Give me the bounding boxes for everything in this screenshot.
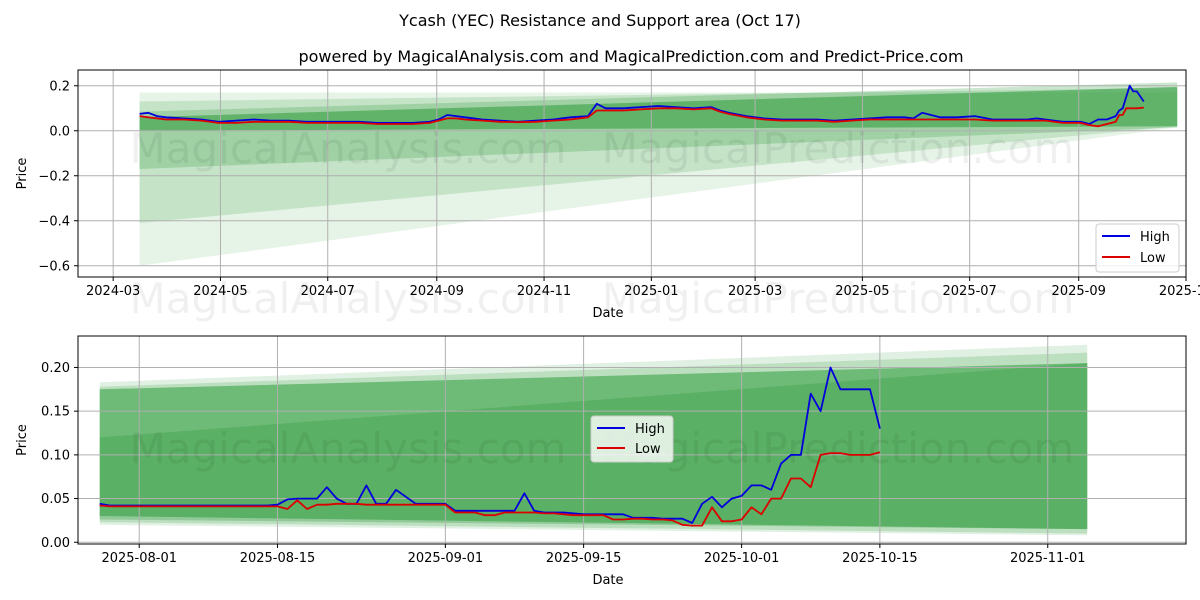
watermark-magicalanalysis-lower: MagicalAnalysis.com — [130, 274, 567, 323]
bottom-gridlines — [78, 336, 1186, 544]
watermark-magicalanalysis: MagicalAnalysis.com — [130, 124, 567, 173]
top-xtick-label-0: 2024-03 — [86, 284, 140, 299]
top-xtick-label-9: 2025-09 — [1052, 284, 1106, 299]
top-axes-frame — [77, 69, 1187, 278]
top-x-ticks: 2024-03 2024-05 2024-07 2024-09 2024-11 2025-… — [86, 277, 1200, 299]
bottom-y-axis-label: Price — [15, 424, 30, 456]
top-xtick-label-2: 2024-07 — [301, 284, 355, 299]
top-legend-high-label: High — [1140, 230, 1170, 245]
top-xtick-label-1: 2024-05 — [193, 284, 247, 299]
top-xtick-label-4: 2024-11 — [517, 284, 571, 299]
top-ytick-label-2: −0.2 — [38, 169, 70, 184]
top-ytick-label-1: 0.0 — [49, 124, 70, 139]
top-x-axis-label: Date — [592, 306, 623, 321]
top-ytick-label-4: −0.6 — [38, 259, 70, 274]
top-chart-panel: MagicalAnalysis.com MagicalPrediction.co… — [15, 69, 1200, 323]
top-y-ticks: 0.2 0.0 −0.2 −0.4 −0.6 — [38, 79, 78, 274]
top-price-lines — [139, 84, 1145, 128]
bottom-xtick-label-3: 2025-09-15 — [546, 551, 622, 566]
bottom-xtick-label-6: 2025-11-01 — [1010, 551, 1086, 566]
watermark-magicalprediction-bottom: MagicalPrediction.com — [602, 424, 1075, 473]
top-y-axis-label: Price — [15, 158, 30, 190]
bottom-xtick-label-1: 2025-08-15 — [240, 551, 316, 566]
top-band-0 — [139, 92, 1178, 266]
top-ytick-label-3: −0.4 — [38, 214, 70, 229]
bottom-xtick-label-0: 2025-08-01 — [101, 551, 177, 566]
figure-subtitle: powered by MagicalAnalysis.com and Magic… — [298, 47, 963, 66]
bottom-low-line — [99, 451, 881, 527]
bottom-legend: High Low — [590, 415, 674, 463]
top-xtick-label-6: 2025-03 — [728, 284, 782, 299]
bottom-x-ticks: 2025-08-01 2025-08-15 2025-09-01 2025-09-15… — [101, 544, 1086, 566]
top-xtick-label-3: 2024-09 — [410, 284, 464, 299]
top-low-line — [139, 106, 1144, 128]
bottom-high-line — [99, 366, 881, 524]
bottom-ytick-label-3: 0.15 — [41, 405, 70, 420]
watermark-magicalanalysis-bottom: MagicalAnalysis.com — [130, 424, 567, 473]
top-ytick-label-0: 0.2 — [49, 79, 70, 94]
top-gridlines — [78, 70, 1187, 277]
bottom-ytick-label-2: 0.10 — [41, 448, 70, 463]
top-high-line — [139, 84, 1145, 125]
bottom-legend-high-label: High — [635, 422, 665, 437]
bottom-xtick-label-4: 2025-10-01 — [704, 551, 780, 566]
watermark-magicalprediction-lower: MagicalPrediction.com — [602, 274, 1075, 323]
bottom-watermarks: MagicalAnalysis.com MagicalPrediction.co… — [130, 424, 1075, 473]
top-legend-low-label: Low — [1140, 251, 1166, 266]
top-legend: High Low — [1095, 223, 1180, 273]
watermark-magicalprediction: MagicalPrediction.com — [602, 124, 1075, 173]
bottom-axes-frame — [77, 335, 1187, 545]
top-xtick-label-8: 2025-07 — [943, 284, 997, 299]
top-xtick-label-7: 2025-05 — [835, 284, 889, 299]
bottom-ytick-label-0: 0.00 — [41, 536, 70, 551]
top-xtick-label-5: 2025-01 — [624, 284, 678, 299]
figure-title: Ycash (YEC) Resistance and Support area … — [398, 11, 801, 30]
top-watermarks: MagicalAnalysis.com MagicalPrediction.co… — [130, 124, 1075, 323]
bottom-legend-low-label: Low — [635, 442, 661, 457]
bottom-xtick-label-5: 2025-10-15 — [842, 551, 918, 566]
bottom-ytick-label-1: 0.05 — [41, 492, 70, 507]
top-xtick-label-10: 2025-11 — [1159, 284, 1200, 299]
bottom-xtick-label-2: 2025-09-01 — [408, 551, 484, 566]
bottom-x-axis-label: Date — [592, 573, 623, 588]
bottom-chart-panel: MagicalAnalysis.com MagicalPrediction.co… — [15, 335, 1187, 588]
bottom-ytick-label-4: 0.20 — [41, 361, 70, 376]
bottom-price-lines — [99, 366, 881, 527]
top-support-bands — [139, 82, 1178, 266]
bottom-y-ticks: 0.00 0.05 0.10 0.15 0.20 — [41, 361, 78, 551]
